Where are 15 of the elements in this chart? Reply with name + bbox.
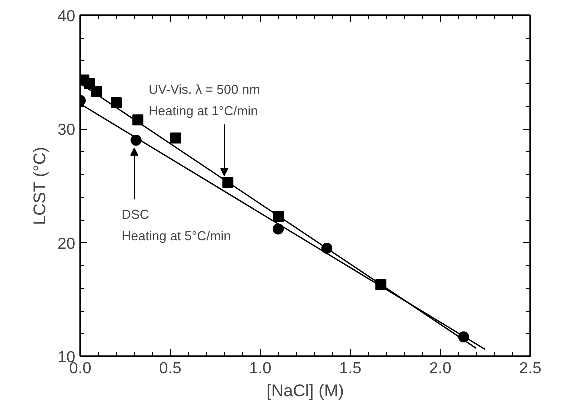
x-tick-label: 1.0 (249, 360, 272, 378)
annotation: UV-Vis. λ = 500 nm Heating at 1°C/min (148, 82, 260, 118)
x-tick-label: 0.5 (159, 360, 182, 378)
y-tick-label: 20 (58, 236, 76, 253)
y-axis-title: LCST (°C) (30, 147, 50, 226)
point (111, 98, 122, 109)
annotation: DSC Heating at 5°C/min (122, 206, 232, 244)
x-tick-label: 2.0 (429, 360, 452, 378)
point (273, 224, 284, 235)
y-tick-label: 30 (58, 122, 76, 140)
point (170, 132, 182, 144)
x-tick-label: 1.5 (339, 360, 362, 378)
x-tick-label: 2.5 (519, 360, 542, 378)
x-axis-title: [NaCl] (M) (266, 382, 344, 400)
y-tick-label: 40 (58, 8, 76, 26)
